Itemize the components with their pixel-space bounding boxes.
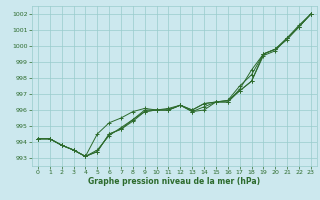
X-axis label: Graphe pression niveau de la mer (hPa): Graphe pression niveau de la mer (hPa) (88, 177, 260, 186)
